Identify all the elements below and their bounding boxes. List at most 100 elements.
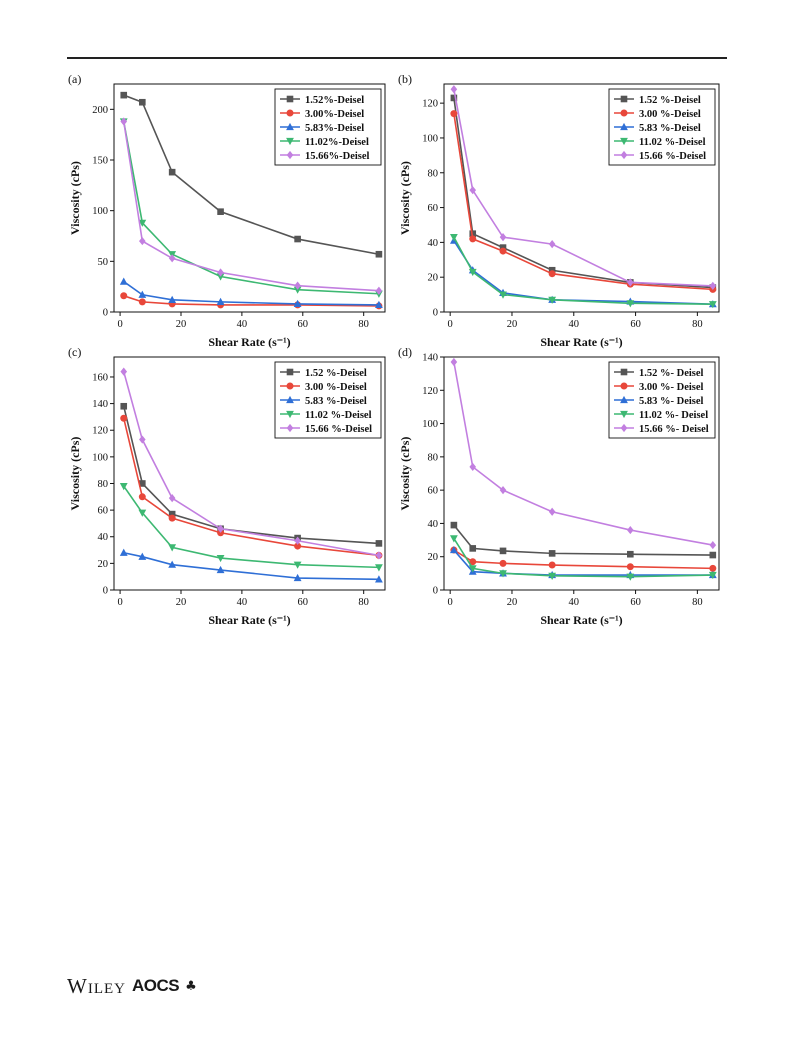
chart-panel-b: (b) 0 20 40 60 80 0 20 40 60 80 100 120 Shear Rate (s…: [397, 70, 727, 350]
y-tick-label: 100: [92, 206, 108, 217]
data-point: [548, 550, 556, 557]
panel-label: (d): [398, 345, 412, 359]
data-point: [293, 286, 302, 294]
data-point: [139, 480, 146, 487]
data-point: [468, 565, 477, 573]
legend-marker: [620, 382, 628, 390]
legend-label: 15.66%-Deisel: [305, 151, 370, 162]
y-tick-label: 80: [428, 452, 439, 463]
data-point: [709, 281, 717, 290]
data-point: [499, 570, 507, 578]
data-point: [499, 547, 507, 555]
panel-label: (c): [68, 345, 81, 359]
x-tick-label: 20: [176, 597, 187, 608]
series-line: [453, 524, 713, 556]
legend-label: 3.00 %-Deisel: [305, 382, 367, 393]
x-tick-label: 0: [448, 597, 453, 608]
data-point: [375, 540, 383, 547]
data-point: [548, 240, 556, 249]
x-tick-label: 60: [630, 597, 641, 608]
legend-marker: [620, 95, 628, 103]
y-tick-label: 150: [92, 156, 108, 167]
y-tick-label: 40: [98, 532, 109, 543]
legend-label: 15.66 %-Deisel: [305, 424, 372, 435]
data-point: [120, 367, 128, 376]
series-line: [453, 240, 713, 305]
series-3: [449, 234, 717, 309]
plot-frame: [113, 83, 386, 313]
series-line: [122, 121, 379, 292]
series-0: [120, 91, 383, 258]
data-point: [294, 281, 301, 290]
data-point: [120, 414, 128, 422]
series-2: [449, 236, 717, 308]
data-point: [216, 297, 225, 305]
data-point: [449, 535, 458, 543]
y-axis-label: Viscosity (cPs): [68, 437, 82, 511]
legend-marker: [286, 137, 294, 146]
y-tick-label: 140: [422, 353, 438, 364]
data-point: [548, 270, 556, 278]
y-tick-label: 60: [428, 203, 439, 214]
legend: 1.52 %-Deisel 3.00 %-Deisel 5.83 %-Deisel 1…: [274, 361, 382, 439]
data-point: [293, 561, 302, 569]
data-point: [216, 273, 225, 281]
data-point: [469, 235, 477, 243]
data-point: [168, 514, 176, 522]
data-point: [119, 483, 128, 491]
data-point: [450, 85, 458, 94]
x-axis-label: Shear Rate (s⁻¹): [540, 335, 622, 349]
data-point: [294, 235, 301, 243]
data-point: [450, 94, 458, 102]
legend-label: 5.83 %-Deisel: [305, 396, 367, 407]
data-point: [499, 486, 507, 495]
data-point: [138, 509, 147, 517]
series-line: [123, 280, 379, 306]
legend-marker: [286, 368, 294, 376]
y-tick-label: 20: [428, 552, 439, 563]
data-point: [138, 219, 147, 227]
data-point: [168, 560, 177, 568]
y-tick-label: 80: [98, 479, 109, 490]
legend-label: 3.00%-Deisel: [305, 109, 364, 120]
chart-panel-c: (c) 0 20 40 60 80 0 20 40 60 80 100 120 140 160 Shear R…: [67, 343, 393, 628]
legend-marker: [286, 150, 294, 160]
x-axis-label: Shear Rate (s⁻¹): [208, 335, 290, 349]
y-tick-label: 50: [98, 257, 109, 268]
legend-label: 11.02%-Deisel: [305, 137, 369, 148]
legend-marker: [620, 122, 628, 131]
legend: 1.52 %- Deisel 3.00 %- Deisel 5.83 %- Deis…: [608, 361, 716, 439]
legend-label: 5.83%-Deisel: [305, 123, 364, 134]
legend-marker: [620, 109, 628, 117]
series-2: [119, 548, 383, 583]
data-point: [548, 507, 556, 516]
data-point: [627, 278, 634, 287]
data-point: [119, 277, 128, 285]
y-tick-label: 120: [422, 99, 438, 110]
data-point: [708, 301, 717, 309]
data-point: [294, 542, 302, 550]
data-point: [168, 295, 177, 303]
data-point: [168, 168, 176, 176]
legend-marker: [620, 137, 628, 146]
legend-marker: [286, 382, 294, 390]
data-point: [293, 299, 302, 307]
x-tick-label: 60: [298, 319, 309, 330]
y-tick-label: 0: [103, 308, 108, 319]
series-1: [120, 292, 383, 310]
data-point: [375, 564, 383, 572]
series-0: [450, 521, 717, 559]
data-point: [119, 548, 128, 556]
legend-label: 5.83 %- Deisel: [639, 396, 704, 407]
header-rule: [67, 57, 727, 59]
chart-svg: (b) 0 20 40 60 80 0 20 40 60 80 100 120 Shear Rate (s…: [398, 72, 720, 349]
legend-label: 3.00 %-Deisel: [639, 109, 701, 120]
legend-marker: [286, 395, 294, 404]
x-tick-label: 40: [569, 597, 580, 608]
data-point: [217, 524, 224, 533]
data-point: [626, 573, 635, 581]
y-axis-label: Viscosity (cPs): [68, 161, 82, 235]
publisher-logo: Wiley AOCS ♣: [67, 974, 197, 998]
legend-label: 11.02 %-Deisel: [305, 410, 372, 421]
y-tick-label: 40: [428, 519, 439, 530]
